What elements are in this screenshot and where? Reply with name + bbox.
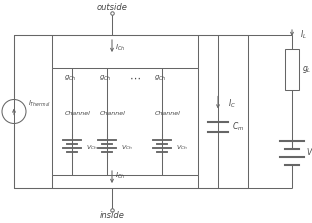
Text: $g_{Ch}$: $g_{Ch}$ xyxy=(64,73,76,83)
Text: $V_{Ch}$: $V_{Ch}$ xyxy=(121,143,133,152)
Text: Channel: Channel xyxy=(65,111,91,116)
Text: $I_{Ch}$: $I_{Ch}$ xyxy=(115,171,125,181)
Text: $g_{Ch}$: $g_{Ch}$ xyxy=(99,73,111,83)
Text: $V_{Ch}$: $V_{Ch}$ xyxy=(176,143,188,152)
Text: inside: inside xyxy=(100,211,124,219)
Text: $g_L$: $g_L$ xyxy=(302,64,311,75)
Text: $g_{Ch}$: $g_{Ch}$ xyxy=(154,73,166,83)
Bar xyxy=(14,35,248,188)
Text: Channel: Channel xyxy=(100,111,126,116)
Text: outside: outside xyxy=(96,4,127,12)
Bar xyxy=(52,68,198,175)
Text: $I_{Ch}$: $I_{Ch}$ xyxy=(115,43,125,53)
Text: $V_{Ch}$: $V_{Ch}$ xyxy=(86,143,98,152)
Text: $I_L$: $I_L$ xyxy=(300,29,307,41)
Bar xyxy=(285,49,299,90)
Text: Channel: Channel xyxy=(155,111,181,116)
Text: $C_m$: $C_m$ xyxy=(232,120,244,133)
Text: $I_C$: $I_C$ xyxy=(228,97,236,110)
Text: $\cdots$: $\cdots$ xyxy=(129,73,140,83)
Text: $V_L$: $V_L$ xyxy=(306,147,312,159)
Text: $I_{Thermal}$: $I_{Thermal}$ xyxy=(28,98,51,109)
